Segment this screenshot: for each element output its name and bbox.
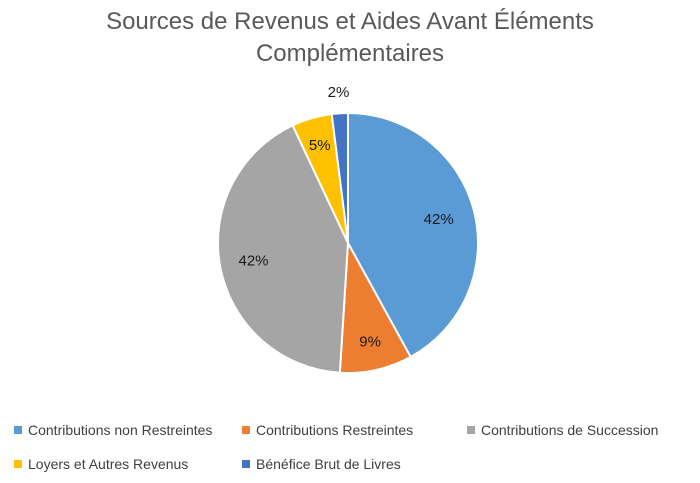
legend-item-contributions-non-restreintes: Contributions non Restreintes	[14, 422, 212, 438]
legend-item-benefice-brut-de-livres: Bénéfice Brut de Livres	[242, 456, 401, 472]
legend-label: Loyers et Autres Revenus	[28, 456, 189, 472]
chart-legend: Contributions non Restreintes Contributi…	[0, 420, 700, 480]
legend-label: Contributions de Succession	[481, 422, 659, 438]
chart-title-line-1: Sources de Revenus et Aides Avant Élémen…	[106, 8, 594, 35]
slice-contributions-de-succession	[217, 124, 350, 374]
slice-benefice-brut-de-livres	[330, 111, 349, 244]
data-label: 5%	[309, 137, 331, 154]
legend-swatch	[14, 460, 22, 468]
data-label: 42%	[424, 211, 454, 228]
data-label: 2%	[328, 84, 350, 101]
legend-item-loyers-et-autres-revenus: Loyers et Autres Revenus	[14, 456, 188, 472]
legend-label: Contributions Restreintes	[256, 422, 414, 438]
slice-contributions-non-restreintes	[347, 111, 479, 359]
legend-item-contributions-de-succession: Contributions de Succession	[467, 422, 658, 438]
chart-title-line-2: Complémentaires	[255, 40, 445, 67]
chart-title: Sources de Revenus et Aides Avant Élémen…	[40, 6, 660, 70]
data-label: 9%	[359, 333, 381, 350]
legend-swatch	[467, 426, 475, 434]
legend-label: Contributions non Restreintes	[28, 422, 213, 438]
legend-item-contributions-restreintes: Contributions Restreintes	[242, 422, 413, 438]
legend-swatch	[242, 460, 250, 468]
data-label: 42%	[238, 253, 268, 270]
legend-label: Bénéfice Brut de Livres	[256, 456, 401, 472]
legend-swatch	[242, 426, 250, 434]
legend-swatch	[14, 426, 22, 434]
